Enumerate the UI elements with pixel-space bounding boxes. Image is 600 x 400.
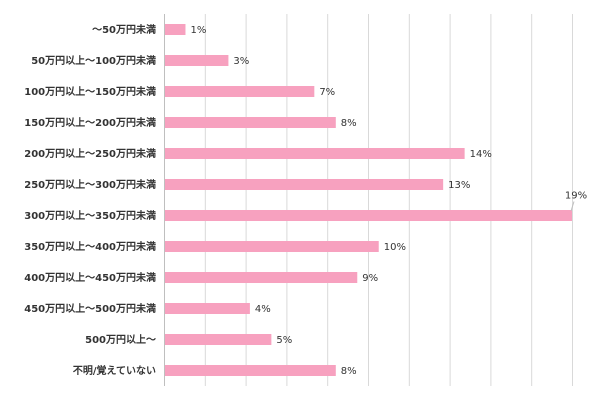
bars [165, 24, 572, 376]
bar [165, 365, 336, 376]
value-label: 1% [190, 25, 206, 36]
category-label: 300万円以上～350万円未満 [24, 209, 156, 222]
bar [165, 241, 379, 252]
value-labels: 1% 3% 7% 8% 14% 13% 19% 10% 9% 4% 5% 8% [190, 25, 587, 377]
value-label: 8% [341, 366, 357, 377]
category-labels: ～50万円未満 50万円以上～100万円未満 100万円以上～150万円未満 150万… [24, 23, 156, 377]
bar [165, 334, 272, 345]
value-label: 10% [384, 242, 406, 253]
label-leader-line [570, 201, 575, 212]
value-label: 5% [276, 335, 292, 346]
category-label: 200万円以上～250万円未満 [24, 147, 156, 160]
value-label: 4% [255, 304, 271, 315]
bar [165, 272, 358, 283]
bar [165, 24, 186, 35]
value-label: 3% [233, 56, 249, 67]
category-label: 350万円以上～400万円未満 [24, 240, 156, 253]
grid-lines [164, 14, 573, 386]
category-label: 250万円以上～300万円未満 [24, 178, 156, 191]
bar [165, 179, 444, 190]
bar [165, 303, 250, 314]
category-label: 500万円以上～ [85, 333, 156, 346]
value-label: 13% [448, 180, 470, 191]
category-label: ～50万円未満 [92, 23, 156, 36]
category-label: 100万円以上～150万円未満 [24, 85, 156, 98]
value-label: 8% [341, 118, 357, 129]
value-label: 9% [362, 273, 378, 284]
bar [165, 55, 229, 66]
category-label: 150万円以上～200万円未満 [24, 116, 156, 129]
value-label: 19% [565, 191, 587, 202]
category-label: 不明/覚えていない [73, 364, 156, 377]
value-label: 7% [319, 87, 335, 98]
bar [165, 148, 465, 159]
value-label: 14% [470, 149, 492, 160]
bar [165, 210, 572, 221]
bar [165, 86, 315, 97]
bar [165, 117, 336, 128]
category-label: 50万円以上～100万円未満 [31, 54, 156, 67]
category-label: 400万円以上～450万円未満 [24, 271, 156, 284]
category-label: 450万円以上～500万円未満 [24, 302, 156, 315]
